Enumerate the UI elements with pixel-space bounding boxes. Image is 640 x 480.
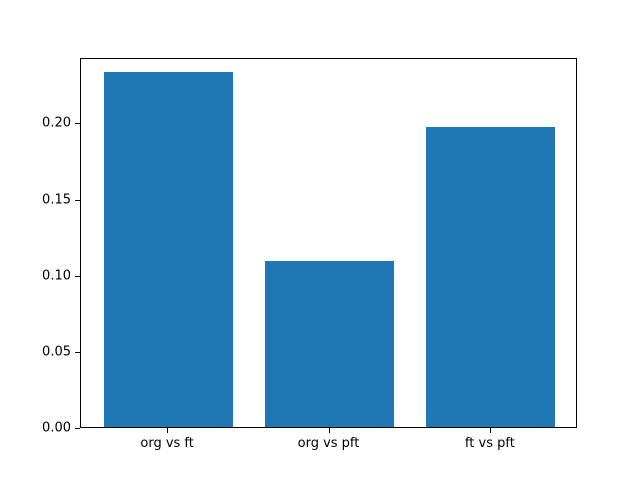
y-tick-label: 0.05 — [42, 344, 71, 360]
x-tick-label: org vs pft — [297, 436, 360, 451]
y-tick-label: 0.15 — [42, 192, 71, 208]
y-tick-mark — [75, 428, 80, 429]
x-tick-label: org vs ft — [140, 436, 194, 451]
y-tick-mark — [75, 352, 80, 353]
y-tick-label: 0.20 — [42, 115, 71, 131]
y-tick-mark — [75, 200, 80, 201]
y-tick-mark — [75, 123, 80, 124]
y-tick-label: 0.00 — [42, 420, 71, 436]
x-tick-mark — [489, 428, 491, 433]
y-tick-mark — [75, 276, 80, 277]
x-tick-mark — [328, 428, 330, 433]
x-tick-mark — [167, 428, 169, 433]
plot-area — [80, 58, 577, 428]
bar-org-vs-pft — [264, 261, 395, 427]
x-tick-label: ft vs pft — [464, 436, 515, 451]
y-tick-label: 0.10 — [42, 268, 71, 284]
bar-org-vs-ft — [103, 72, 233, 427]
bar-ft-vs-pft — [426, 127, 556, 427]
